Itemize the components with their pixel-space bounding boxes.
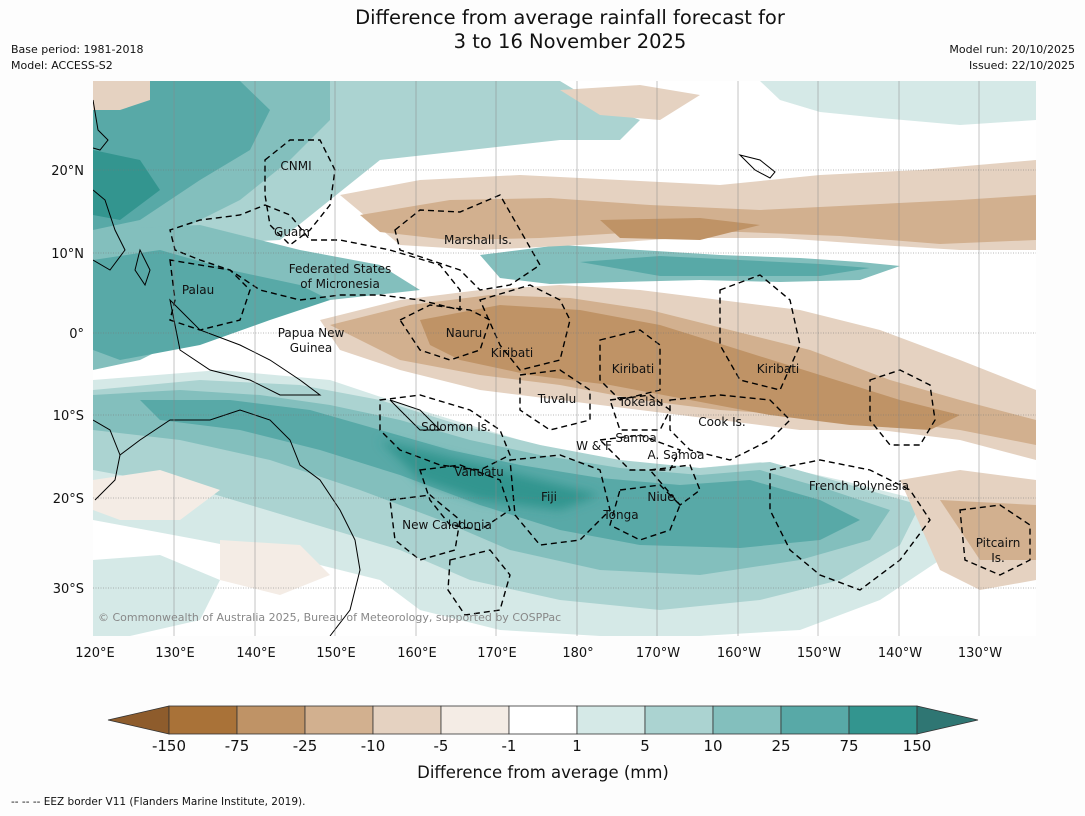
- colorbar-swatch: [372, 705, 442, 735]
- label-french-polynesia: French Polynesia: [809, 479, 909, 493]
- label-tokelau: Tokelau: [618, 395, 664, 409]
- title-line-2: 3 to 16 November 2025: [453, 30, 687, 53]
- colorbar-swatch: [168, 705, 238, 735]
- colorbar-tick-label: -1: [502, 737, 517, 755]
- label-niue: Niue: [647, 490, 674, 504]
- colorbar-tick-label: 1: [572, 737, 582, 755]
- lon-label-140w: 140°W: [878, 646, 922, 661]
- colorbar-swatch: [644, 705, 714, 735]
- lat-label-20n: 20°N: [51, 164, 84, 179]
- label-fiji: Fiji: [541, 490, 557, 504]
- lon-label-120e: 120°E: [75, 646, 115, 661]
- map-title: Difference from average rainfall forecas…: [0, 6, 1085, 54]
- label-solomon-islands: Solomon Is.: [421, 420, 491, 434]
- eez-borders: [169, 139, 1031, 616]
- lat-label-10s: 10°S: [53, 409, 84, 424]
- label-fsm-line2: of Micronesia: [300, 277, 380, 291]
- colorbar-tick-label: -5: [434, 737, 449, 755]
- colorbar: -150 -75 -25 -10 -5 -1 1 5 10 25 75 150 Difference …: [107, 705, 979, 782]
- label-cnmi: CNMI: [280, 159, 311, 173]
- label-palau: Palau: [182, 283, 214, 297]
- title-line-1: Difference from average rainfall forecas…: [355, 6, 785, 29]
- label-kiribati-west: Kiribati: [491, 346, 533, 360]
- colorbar-tick-label: 150: [903, 737, 932, 755]
- label-kiribati-central: Kiribati: [612, 362, 654, 376]
- label-wallis-futuna: W & F: [576, 439, 612, 453]
- lon-label-180: 180°: [562, 646, 593, 661]
- colorbar-tick-label: -10: [361, 737, 386, 755]
- colorbar-tick-label: 5: [640, 737, 650, 755]
- wetter-than-average-areas: [93, 81, 1036, 636]
- lon-label-160e: 160°E: [397, 646, 437, 661]
- rainfall-map[interactable]: CNMI Guam Marshall Is. Federated States …: [93, 81, 1036, 636]
- colorbar-swatch: [508, 705, 578, 735]
- lon-label-150e: 150°E: [316, 646, 356, 661]
- model-name: Model: ACCESS-S2: [11, 59, 113, 72]
- colorbar-swatch: [780, 705, 850, 735]
- colorbar-swatch: [712, 705, 782, 735]
- colorbar-tick-label: -150: [152, 737, 186, 755]
- lon-label-170e: 170°E: [477, 646, 517, 661]
- lon-label-140e: 140°E: [236, 646, 276, 661]
- label-vanuatu: Vanuatu: [454, 465, 504, 479]
- colorbar-under-arrow: [107, 705, 170, 735]
- label-fsm-line1: Federated States: [289, 262, 391, 276]
- label-tuvalu: Tuvalu: [537, 392, 577, 406]
- lat-label-20s: 20°S: [53, 492, 84, 507]
- label-marshall-islands: Marshall Is.: [444, 233, 512, 247]
- lat-label-0: 0°: [69, 327, 84, 342]
- label-png-line1: Papua New: [278, 326, 345, 340]
- coastlines: [93, 99, 776, 636]
- colorbar-tick-label: 75: [839, 737, 858, 755]
- label-pitcairn-line1: Pitcairn: [976, 536, 1021, 550]
- latitude-labels: 20°N 10°N 0° 10°S 20°S 30°S: [51, 164, 84, 597]
- colorbar-swatch: [304, 705, 374, 735]
- meridians: [173, 81, 980, 636]
- lat-label-30s: 30°S: [53, 582, 84, 597]
- colorbar-swatch: [236, 705, 306, 735]
- drier-than-average-areas: [93, 81, 1036, 595]
- label-nauru: Nauru: [446, 326, 482, 340]
- colorbar-tick-labels: -150 -75 -25 -10 -5 -1 1 5 10 25 75 150: [152, 737, 931, 755]
- lon-label-130e: 130°E: [155, 646, 195, 661]
- lon-label-130w: 130°W: [958, 646, 1002, 661]
- label-kiribati-east: Kiribati: [757, 362, 799, 376]
- colorbar-swatches: [168, 705, 918, 735]
- label-cook-islands: Cook Is.: [698, 415, 745, 429]
- colorbar-swatch: [848, 705, 918, 735]
- longitude-labels: 120°E 130°E 140°E 150°E 160°E 170°E 180°…: [75, 646, 1002, 661]
- colorbar-title: Difference from average (mm): [417, 763, 669, 782]
- label-png-line2: Guinea: [290, 341, 333, 355]
- lat-label-10n: 10°N: [51, 247, 84, 262]
- lon-label-160w: 160°W: [717, 646, 761, 661]
- graticule: [93, 169, 1036, 589]
- label-samoa: Samoa: [615, 431, 656, 445]
- lon-label-150w: 150°W: [797, 646, 841, 661]
- colorbar-swatch: [440, 705, 510, 735]
- meta-right: Model run: 20/10/2025 Issued: 22/10/2025: [949, 42, 1075, 74]
- label-pitcairn-line2: Is.: [991, 551, 1005, 565]
- lon-label-170w: 170°W: [636, 646, 680, 661]
- colorbar-over-arrow: [916, 705, 979, 735]
- label-guam: Guam: [274, 225, 310, 239]
- model-run: Model run: 20/10/2025: [949, 43, 1075, 56]
- copyright-notice: © Commonwealth of Australia 2025, Bureau…: [98, 611, 561, 624]
- place-labels: CNMI Guam Marshall Is. Federated States …: [182, 159, 1020, 565]
- meta-left: Base period: 1981-2018 Model: ACCESS-S2: [11, 42, 143, 74]
- colorbar-tick-label: 25: [771, 737, 790, 755]
- issued-date: Issued: 22/10/2025: [968, 59, 1075, 72]
- colorbar-tick-label: 10: [703, 737, 722, 755]
- label-new-caledonia: New Caledonia: [402, 518, 492, 532]
- colorbar-tick-label: -25: [293, 737, 318, 755]
- base-period: Base period: 1981-2018: [11, 43, 144, 56]
- label-american-samoa: A. Samoa: [648, 448, 705, 462]
- colorbar-swatch: [576, 705, 646, 735]
- label-tonga: Tonga: [602, 508, 638, 522]
- eez-footnote: -- -- -- EEZ border V11 (Flanders Marine…: [11, 796, 306, 808]
- colorbar-tick-label: -75: [225, 737, 250, 755]
